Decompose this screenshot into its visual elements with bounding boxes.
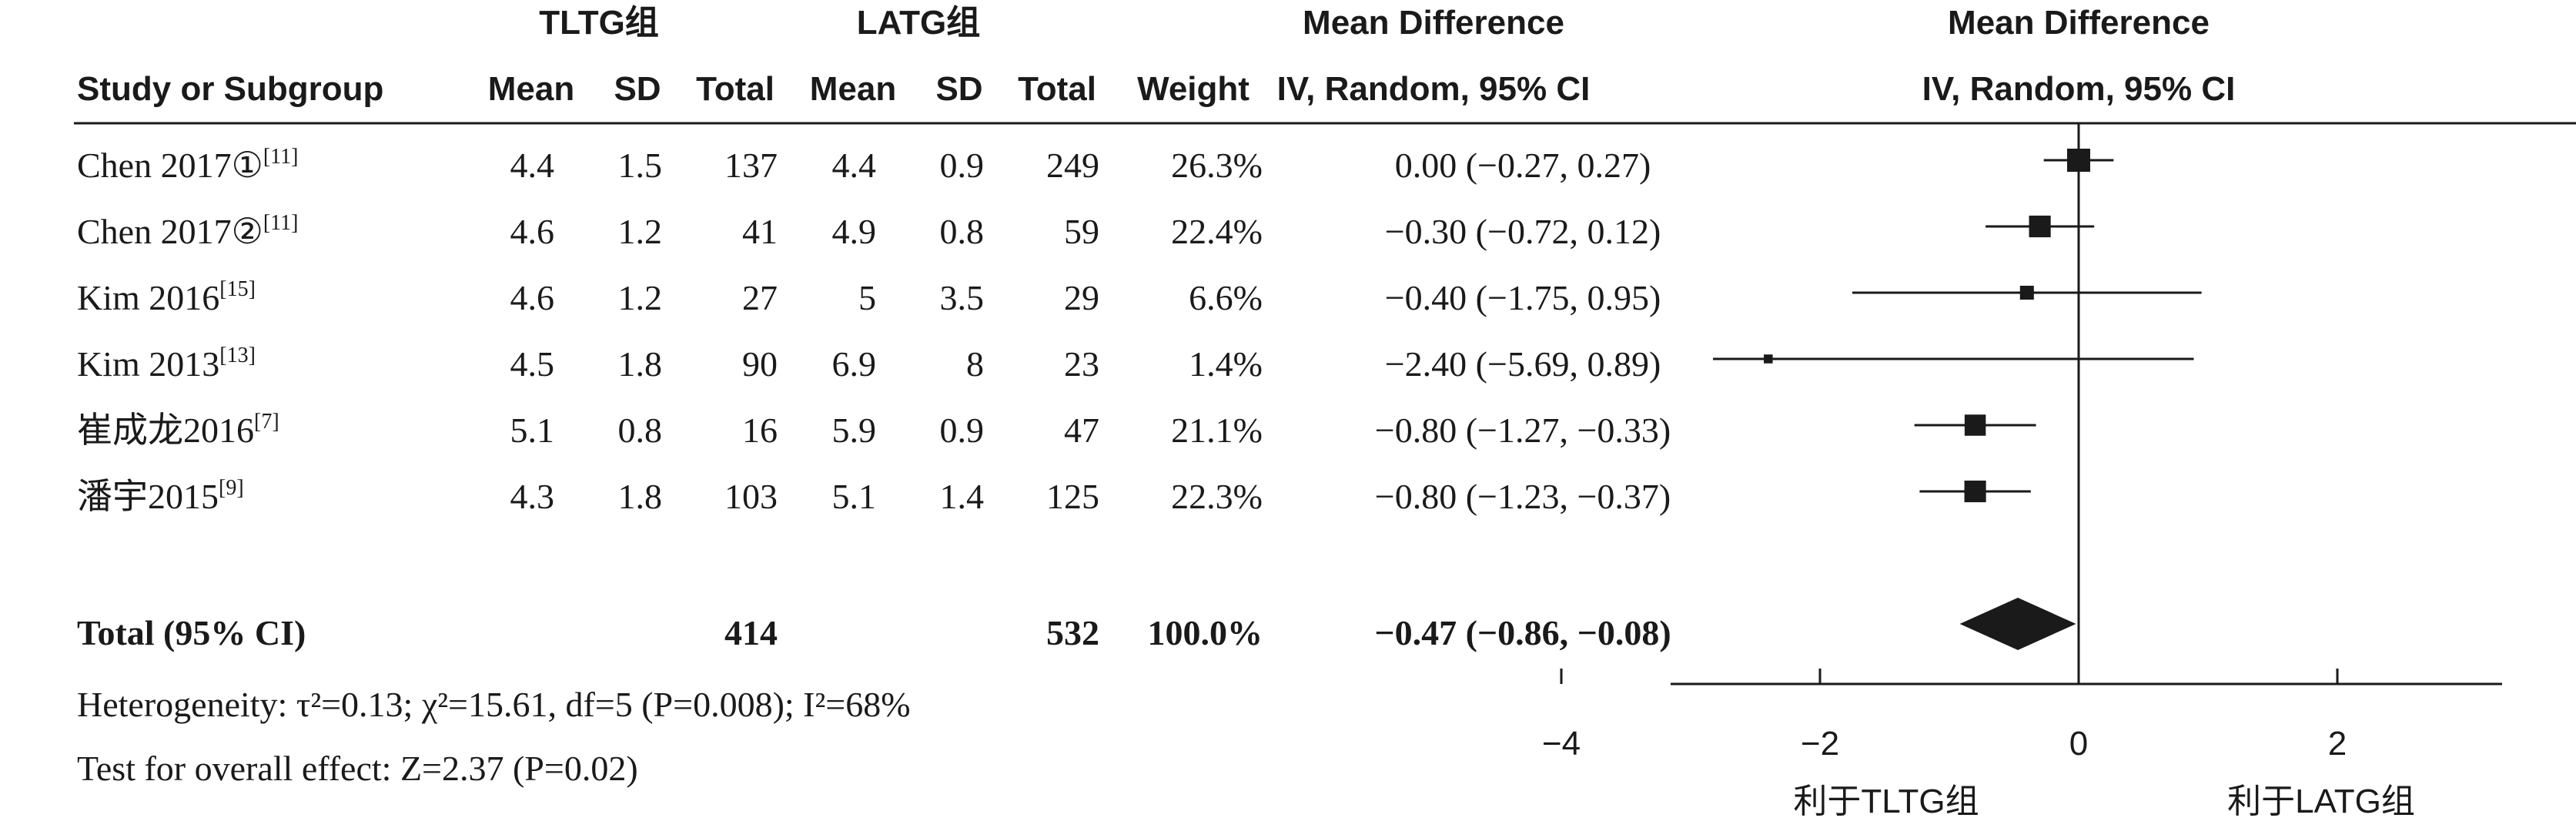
study-weight: 26.3% bbox=[1171, 146, 1263, 185]
study-n1: 41 bbox=[742, 212, 778, 251]
study-m1: 4.4 bbox=[510, 146, 555, 185]
study-m1: 4.6 bbox=[510, 212, 555, 251]
total1-header: Total bbox=[696, 70, 774, 108]
study-name: 潘宇2015[9] bbox=[77, 476, 244, 516]
study-m2: 5.9 bbox=[832, 411, 877, 450]
study-col-header: Study or Subgroup bbox=[77, 70, 383, 108]
study-n1: 103 bbox=[724, 477, 778, 516]
study-m1: 4.5 bbox=[510, 344, 555, 384]
study-rows: Chen 2017①[11] 4.4 1.5 137 4.4 0.9 249 26.3% 0.0… bbox=[77, 145, 1671, 516]
study-ref: [7] bbox=[254, 410, 279, 434]
study-ref: [11] bbox=[263, 145, 299, 169]
study-name: Kim 2016[15] bbox=[77, 277, 256, 317]
pooled-diamond bbox=[1959, 598, 2076, 650]
study-ci-text: −2.40 (−5.69, 0.89) bbox=[1385, 344, 1661, 384]
study-weight: 21.1% bbox=[1171, 411, 1263, 450]
effect-square bbox=[2029, 215, 2051, 238]
study-n2: 125 bbox=[1046, 477, 1099, 516]
study-sd1: 0.8 bbox=[618, 411, 663, 450]
plot-method-header: IV, Random, 95% CI bbox=[1922, 70, 2236, 108]
study-m1: 4.3 bbox=[510, 477, 555, 516]
md-title: Mean Difference bbox=[1303, 4, 1564, 42]
study-sd2: 0.8 bbox=[940, 212, 985, 251]
study-n1: 16 bbox=[742, 411, 778, 450]
x-tick-label: −4 bbox=[1542, 725, 1581, 763]
weight-header: Weight bbox=[1137, 70, 1250, 108]
study-n2: 249 bbox=[1046, 146, 1099, 185]
effect-square bbox=[2019, 285, 2034, 300]
study-weight: 6.6% bbox=[1189, 278, 1263, 317]
study-weight: 22.3% bbox=[1171, 477, 1263, 516]
study-sd1: 1.8 bbox=[618, 344, 663, 384]
study-ci-text: −0.40 (−1.75, 0.95) bbox=[1385, 278, 1661, 317]
study-ref: [11] bbox=[263, 211, 299, 235]
study-n2: 47 bbox=[1064, 411, 1099, 450]
study-name: Chen 2017①[11] bbox=[77, 145, 298, 185]
favours-left-label: 利于TLTG组 bbox=[1793, 783, 1979, 820]
study-n2: 59 bbox=[1064, 212, 1099, 251]
study-n1: 90 bbox=[742, 344, 778, 384]
overall-effect-text: Test for overall effect: Z=2.37 (P=0.02) bbox=[77, 749, 638, 788]
total-n2: 532 bbox=[1046, 613, 1099, 652]
effect-square bbox=[1964, 414, 1986, 436]
md-method-header: IV, Random, 95% CI bbox=[1277, 70, 1591, 108]
forest-plot: −4−2024 bbox=[1542, 123, 2502, 763]
study-m1: 4.6 bbox=[510, 278, 555, 317]
plot-title: Mean Difference bbox=[1948, 4, 2210, 42]
sd2-header: SD bbox=[935, 70, 982, 108]
study-m2: 6.9 bbox=[832, 344, 877, 384]
study-n2: 29 bbox=[1064, 278, 1099, 317]
study-n2: 23 bbox=[1064, 344, 1099, 384]
mean2-header: Mean bbox=[810, 70, 896, 108]
mean1-header: Mean bbox=[488, 70, 574, 108]
study-ci-text: −0.30 (−0.72, 0.12) bbox=[1385, 212, 1661, 251]
study-sd1: 1.2 bbox=[618, 212, 663, 251]
study-m2: 4.4 bbox=[832, 146, 877, 185]
group2-header: LATG组 bbox=[857, 4, 981, 42]
sd1-header: SD bbox=[614, 70, 661, 108]
study-weight: 22.4% bbox=[1171, 212, 1263, 251]
total2-header: Total bbox=[1018, 70, 1096, 108]
study-sd2: 8 bbox=[966, 344, 984, 384]
study-sd2: 3.5 bbox=[940, 278, 985, 317]
study-m2: 5.1 bbox=[832, 477, 877, 516]
study-ci-text: −0.80 (−1.27, −0.33) bbox=[1375, 411, 1671, 450]
study-n1: 27 bbox=[742, 278, 778, 317]
study-ref: [13] bbox=[219, 344, 256, 367]
total-label: Total (95% CI) bbox=[77, 613, 306, 652]
favours-right-label: 利于LATG组 bbox=[2227, 783, 2415, 820]
study-ci-text: 0.00 (−0.27, 0.27) bbox=[1395, 146, 1651, 185]
heterogeneity-text: Heterogeneity: τ²=0.13; χ²=15.61, df=5 (… bbox=[77, 685, 911, 724]
total-n1: 414 bbox=[724, 613, 778, 652]
effect-square bbox=[2067, 149, 2090, 172]
effect-square bbox=[1764, 354, 1773, 364]
group1-header: TLTG组 bbox=[539, 4, 659, 42]
study-ci-text: −0.80 (−1.23, −0.37) bbox=[1375, 477, 1671, 516]
study-sd1: 1.2 bbox=[618, 278, 663, 317]
study-weight: 1.4% bbox=[1189, 344, 1263, 384]
effect-square bbox=[1964, 480, 1986, 503]
study-name: Kim 2013[13] bbox=[77, 344, 256, 384]
study-sd2: 0.9 bbox=[940, 411, 985, 450]
x-tick-label: 2 bbox=[2328, 725, 2347, 763]
total-weight: 100.0% bbox=[1148, 613, 1263, 652]
study-ref: [9] bbox=[219, 476, 244, 500]
study-name: Chen 2017②[11] bbox=[77, 211, 298, 251]
study-m2: 4.9 bbox=[832, 212, 877, 251]
study-sd2: 1.4 bbox=[940, 477, 985, 516]
study-name: 崔成龙2016[7] bbox=[77, 410, 279, 450]
x-tick-label: −2 bbox=[1801, 725, 1839, 763]
total-ci-text: −0.47 (−0.86, −0.08) bbox=[1374, 613, 1671, 652]
x-tick-label: 0 bbox=[2069, 725, 2088, 763]
study-sd1: 1.5 bbox=[618, 146, 663, 185]
study-n1: 137 bbox=[724, 146, 778, 185]
study-sd2: 0.9 bbox=[940, 146, 985, 185]
study-ref: [15] bbox=[219, 277, 256, 301]
study-sd1: 1.8 bbox=[618, 477, 663, 516]
study-m2: 5 bbox=[858, 278, 876, 317]
study-m1: 5.1 bbox=[510, 411, 555, 450]
